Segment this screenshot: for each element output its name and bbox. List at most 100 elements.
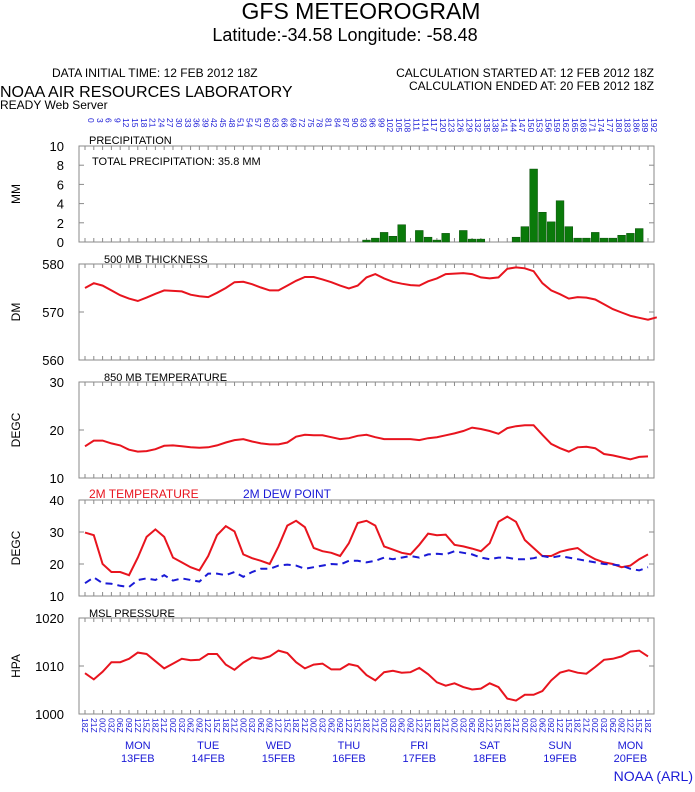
date-label: 16FEB: [332, 753, 366, 765]
utc-hour-label: 03Z: [388, 718, 398, 733]
forecast-hour-label: 6: [104, 118, 114, 123]
forecast-hour-label: 9: [112, 118, 122, 123]
total-precipitation-annotation: TOTAL PRECIPITATION: 35.8 MM: [92, 156, 261, 168]
y-tick-label: 8: [57, 158, 64, 173]
utc-hour-label: 12Z: [485, 718, 495, 733]
day-label: MON: [125, 740, 151, 752]
y-tick-label: 570: [42, 305, 64, 320]
precip-bar: [397, 224, 406, 243]
forecast-hour-label: 48: [227, 118, 237, 128]
date-label: 17FEB: [402, 753, 436, 765]
precip-bar: [608, 237, 617, 243]
forecast-hour-label: 93: [359, 118, 369, 128]
precip-bar: [529, 168, 538, 243]
forecast-hour-label: 150: [526, 118, 536, 132]
utc-hour-label: 06Z: [326, 718, 336, 733]
forecast-hour-label: 111: [411, 118, 421, 131]
forecast-hour-label: 39: [200, 118, 210, 128]
precip-bar: [538, 211, 547, 243]
forecast-hour-label: 135: [482, 118, 492, 132]
y-axis-label: DEGC: [9, 530, 23, 565]
chart-coords: Latitude:-34.58 Longitude: -58.48: [212, 25, 477, 45]
y-tick-label: 20: [50, 557, 64, 572]
date-label: 14FEB: [191, 753, 225, 765]
y-axis-label: HPA: [9, 654, 23, 678]
utc-hour-label: 00Z: [98, 718, 108, 733]
y-tick-label: 560: [42, 353, 64, 368]
utc-hour-label: 09Z: [617, 718, 627, 733]
series-line: [84, 424, 649, 461]
precip-bar: [432, 239, 442, 243]
utc-hour-label: 18Z: [502, 718, 512, 733]
y-tick-label: 1010: [35, 659, 64, 674]
forecast-hour-label: 84: [332, 118, 342, 128]
day-label: FRI: [410, 740, 428, 752]
precip-bar: [371, 237, 380, 243]
forecast-hour-label: 54: [244, 118, 254, 128]
utc-hour-label: 21Z: [581, 718, 591, 733]
server-name: READY Web Server: [0, 98, 108, 112]
precip-bar: [635, 228, 644, 243]
date-label: 13FEB: [121, 753, 155, 765]
precip-bar: [617, 235, 626, 243]
day-label: WED: [266, 740, 292, 752]
forecast-hour-label: 78: [315, 118, 325, 128]
y-axis-label: DEGC: [9, 412, 23, 447]
y-tick-label: 30: [50, 375, 64, 390]
utc-hour-label: 12Z: [414, 718, 424, 733]
forecast-hour-label: 0: [86, 118, 96, 123]
series-line: [84, 266, 658, 321]
utc-hour-label: 18Z: [362, 718, 372, 733]
precip-bar: [564, 226, 573, 243]
precip-bar: [467, 238, 477, 243]
forecast-hour-label: 144: [508, 118, 518, 132]
forecast-hour-label: 30: [174, 118, 184, 128]
utc-hour-label: 18Z: [432, 718, 442, 733]
utc-hour-label: 12Z: [625, 718, 635, 733]
utc-hour-label: 18Z: [150, 718, 160, 733]
precip-bar: [388, 235, 398, 243]
y-axis-label: DM: [9, 303, 23, 322]
panel-frame: [78, 499, 655, 597]
forecast-hour-label: 126: [455, 118, 465, 132]
precip-bar: [362, 239, 371, 243]
y-tick-label: 1000: [35, 707, 64, 722]
precip-bar: [626, 233, 635, 243]
forecast-hour-label: 171: [587, 118, 597, 132]
precip-bar: [573, 237, 582, 243]
y-tick-label: 30: [50, 525, 64, 540]
utc-hour-label: 21Z: [300, 718, 310, 733]
plot-area: 0369121518212427303336394245485154576063…: [9, 118, 659, 765]
y-axis-label: MM: [9, 184, 23, 204]
utc-hour-label: 21Z: [89, 718, 99, 733]
calc-ended: CALCULATION ENDED AT: 20 FEB 2012 18Z: [409, 79, 654, 93]
day-label: TUE: [197, 740, 219, 752]
forecast-hour-label: 21: [148, 118, 158, 128]
precipitation-title: PRECIPITATION: [89, 135, 172, 147]
forecast-hour-label: 108: [403, 118, 413, 132]
forecast-hour-label: 75: [306, 118, 316, 128]
forecast-hour-label: 123: [447, 118, 457, 132]
date-label: 18FEB: [473, 753, 507, 765]
forecast-hour-label: 165: [570, 118, 580, 132]
calc-started: CALCULATION STARTED AT: 12 FEB 2012 18Z: [396, 66, 654, 80]
precip-bar: [520, 226, 529, 243]
y-tick-label: 10: [50, 139, 64, 154]
y-tick-label: 4: [57, 197, 64, 212]
precip-bar: [547, 221, 556, 243]
forecast-hour-label: 96: [368, 118, 378, 128]
y-tick-label: 10: [50, 471, 64, 486]
forecast-hour-label: 87: [341, 118, 351, 128]
utc-hour-label: 18Z: [80, 718, 90, 733]
forecast-hour-label: 105: [394, 118, 404, 132]
series-line: [84, 649, 649, 702]
utc-hour-label: 21Z: [230, 718, 240, 733]
date-label: 15FEB: [262, 753, 296, 765]
utc-hour-label: 00Z: [449, 718, 459, 733]
forecast-hour-label: 114: [420, 118, 430, 132]
utc-hour-label: 18Z: [643, 718, 653, 733]
forecast-hour-label: 192: [649, 118, 659, 132]
precip-bar: [379, 232, 389, 243]
utc-hour-label: 03Z: [599, 718, 609, 733]
